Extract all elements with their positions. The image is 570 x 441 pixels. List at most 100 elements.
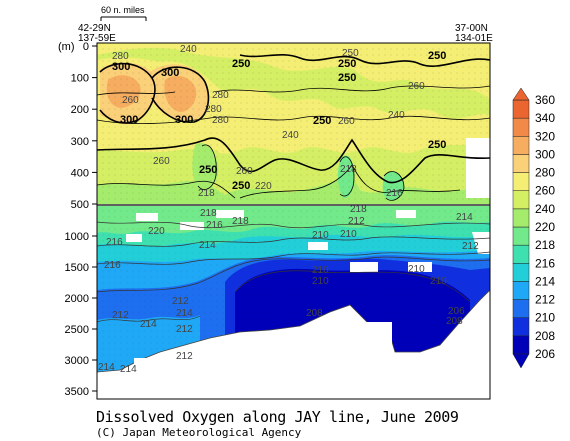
contour-label: 218 [232,216,249,227]
y-axis: (m) 0 100 200 300 400 500 1000 1500 2000 2500 3000… [58,41,97,398]
contour-label: 206 [448,306,465,317]
colorbar-tick-label: 218 [535,238,555,252]
contour-label: 210 [340,229,357,240]
contour-label: 212 [348,216,365,227]
colorbar-swatch [512,226,530,246]
contour-label-bold: 300 [161,67,179,79]
contour-label-bold: 250 [428,139,446,151]
colorbar: 206 208 210 212 214 216 218 220 240 260 280 300 320 3… [512,87,555,369]
colorbar-tick-label: 300 [535,147,555,161]
contour-label-bold: 300 [175,114,193,126]
contour-label: 240 [388,110,405,121]
contour-label: 218 [200,208,217,219]
colorbar-tick-label: 216 [535,256,555,270]
colorbar-tick-label: 208 [535,329,555,343]
colorbar-swatch [512,99,530,119]
contour-label-bold: 250 [232,58,250,70]
colorbar-swatch [512,117,530,137]
contour-label: 280 [212,90,229,101]
contour-label: 208 [446,316,463,327]
y-tick-label: 3500 [65,386,89,398]
contour-label: 210 [312,276,329,287]
colorbar-swatch [512,172,530,191]
colorbar-tick-label: 206 [535,347,555,361]
scale-bar-label: 60 n. miles [101,5,145,15]
contour-label: 216 [104,260,121,271]
plot-frame [96,42,491,400]
contour-label: 210 [408,264,425,275]
contour-label: 250 [342,48,359,59]
colorbar-tick-label: 212 [535,293,555,307]
y-tick-label: 3000 [65,355,89,367]
colorbar-swatch [512,281,530,300]
contour-label: 218 [198,188,215,199]
bold-contour-labels: 300 300 300 300 250 250 250 250 250 250 … [112,50,446,192]
colorbar-swatch [512,263,530,282]
station-header: 60 n. miles 42-29N 137-59E 37-00N 134-01… [78,5,493,44]
contour-label: 212 [172,296,189,307]
right-station-lon: 134-01E [455,33,493,44]
y-tick-label: 300 [71,136,89,148]
contour-label: 212 [112,310,129,321]
contour-label: 210 [430,276,447,287]
colorbar-tick-label: 214 [535,274,555,288]
right-station-lat: 37-00N [455,23,488,34]
contour-label-bold: 300 [120,114,138,126]
contour-label-bold: 250 [313,115,331,127]
y-tick-label: 1000 [65,231,89,243]
contour-label: 214 [120,364,137,375]
y-tick-label: 500 [71,199,89,211]
left-station-lat: 42-29N [78,23,111,34]
contour-label: 214 [98,362,115,373]
contour-label: 240 [282,130,299,141]
contour-label: 218 [340,164,357,175]
colorbar-swatch [512,190,530,210]
y-tick-label: 1500 [65,262,89,274]
colorbar-tick-label: 280 [535,166,555,180]
contour-label: 214 [199,240,216,251]
contour-label-bold: 250 [199,164,217,176]
lower-contour-labels: 218 216 218 220 216 214 212 210 210 212 … [98,204,479,375]
y-tick-label: 400 [71,167,89,179]
colorbar-tick-label: 240 [535,202,555,216]
contour-lines-upper [97,53,490,201]
contour-label: 280 [212,115,229,126]
contour-label-bold: 250 [428,50,446,62]
section-fill [97,43,490,399]
contour-label: 210 [312,230,329,241]
colorbar-tick-label: 360 [535,93,555,107]
colorbar-swatch [512,208,530,228]
contour-label: 260 [408,81,425,92]
colorbar-swatch [512,136,530,155]
contour-label: 214 [456,212,473,223]
contour-label: 240 [180,44,197,55]
contour-label: 220 [255,181,272,192]
left-station-lon: 137-59E [78,33,116,44]
colorbar-swatch [512,299,530,318]
colorbar-swatch [512,154,530,173]
contour-label-bold: 300 [112,61,130,73]
y-unit-label: (m) [58,41,75,53]
colorbar-swatch [512,244,530,264]
colorbar-swatch [512,335,530,355]
y-tick-label: 200 [71,104,89,116]
colorbar-swatch [512,317,530,337]
contour-label: 214 [176,308,193,319]
contour-label-bold: 250 [338,58,356,70]
contour-label: 220 [148,226,165,237]
contour-label-bold: 250 [232,180,250,192]
colorbar-bottom-arrow [512,353,530,369]
y-tick-label: 2500 [65,324,89,336]
colorbar-top-arrow [512,87,530,101]
contour-label: 260 [153,156,170,167]
upper-contour-labels: 280 260 240 250 280 260 280 280 240 260 … [112,44,425,199]
contour-label: 218 [350,204,367,215]
contour-label: 260 [122,95,139,106]
y-tick-label: 0 [83,41,89,53]
contour-label: 280 [112,51,129,62]
colorbar-tick-label: 220 [535,220,555,234]
contour-lines-lower [97,221,490,323]
colorbar-tick-label: 210 [535,311,555,325]
contour-label: 216 [206,220,223,231]
